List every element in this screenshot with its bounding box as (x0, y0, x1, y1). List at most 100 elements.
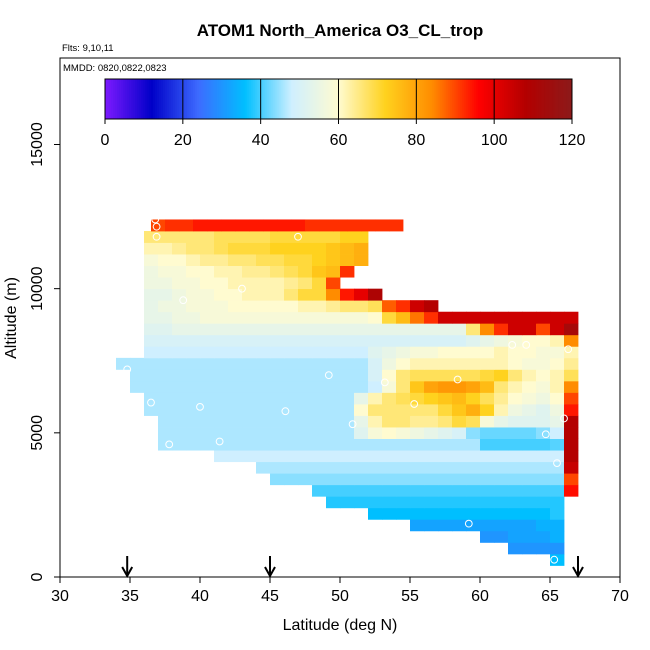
heatmap-cell (172, 323, 187, 336)
heatmap-cell (270, 300, 285, 313)
heatmap-cell (172, 242, 187, 255)
heatmap-cell (214, 392, 229, 405)
heatmap-cell (151, 219, 166, 232)
colorbar-segment (294, 79, 298, 119)
heatmap-cell (410, 357, 425, 370)
flight-point (522, 340, 531, 349)
heatmap-cell (186, 438, 201, 451)
heatmap-cell (284, 380, 299, 393)
colorbar-segment (408, 79, 411, 119)
heatmap-cell (326, 427, 341, 439)
colorbar-segment (328, 79, 332, 119)
colorbar-segment (530, 79, 533, 119)
heatmap-cell (508, 392, 523, 405)
heatmap-cell (144, 346, 159, 359)
heatmap-cell (396, 334, 411, 347)
colorbar-segment (522, 79, 525, 119)
heatmap-cell (256, 369, 271, 382)
colorbar-segment (242, 79, 246, 119)
colorbar-segment (274, 79, 278, 119)
heatmap-cell (452, 473, 467, 486)
heatmap-cell (522, 380, 537, 393)
heatmap-cell (354, 346, 369, 359)
y-tick-label: 5000 (29, 415, 46, 451)
colorbar-segment (234, 79, 238, 119)
heatmap-cell (466, 461, 481, 474)
colorbar-gradient (105, 79, 573, 119)
heatmap-cell (466, 369, 481, 382)
heatmap-cell (158, 438, 173, 451)
heatmap-cell (438, 357, 453, 370)
colorbar-segment (490, 79, 493, 119)
heatmap-cell (396, 484, 411, 497)
colorbar-segment (486, 79, 489, 119)
heatmap-cell (242, 334, 257, 347)
heatmap-cell (158, 323, 173, 336)
heatmap-cell (270, 265, 285, 278)
heatmap-cell (466, 507, 481, 520)
heatmap-cell (354, 473, 369, 486)
colorbar-segment (472, 79, 475, 119)
colorbar-segment (476, 79, 479, 119)
colorbar-segment (180, 79, 184, 119)
colorbar-segment (410, 79, 413, 119)
heatmap-cell (144, 231, 159, 243)
heatmap-cell (116, 357, 131, 370)
heatmap-cell (536, 542, 551, 555)
x-axis: 30 35 40 45 50 55 60 65 70 (51, 577, 629, 605)
colorbar-segment (406, 79, 409, 119)
heatmap-cell (368, 438, 383, 451)
heatmap-cell (326, 288, 341, 301)
heatmap-cell (396, 415, 411, 428)
down-arrow-icon (572, 556, 584, 579)
colorbar-segment (264, 79, 268, 119)
heatmap-cell (312, 415, 327, 428)
heatmap-cell (354, 392, 369, 405)
colorbar-segment (560, 79, 563, 119)
heatmap-cell (480, 323, 495, 336)
heatmap-cell (452, 311, 467, 324)
heatmap-cell (144, 369, 159, 382)
heatmap-cell (207, 219, 222, 232)
heatmap-cell (186, 323, 201, 336)
heatmap-cell (228, 369, 243, 382)
heatmap-cell (340, 427, 355, 439)
colorbar-segment (448, 79, 451, 119)
colorbar-segment (354, 79, 357, 119)
heatmap-cell (368, 507, 383, 520)
heatmap-cell (452, 519, 467, 532)
heatmap-cell (452, 461, 467, 474)
heatmap-cell (382, 507, 397, 520)
heatmap-cell (270, 357, 285, 370)
heatmap-cell (256, 265, 271, 278)
heatmap-cell (480, 473, 495, 486)
heatmap-cell (172, 254, 187, 266)
colorbar-segment (280, 79, 284, 119)
heatmap-cell (340, 415, 355, 428)
heatmap-cell (536, 519, 551, 532)
heatmap-cell (256, 346, 271, 359)
x-tick-label: 60 (471, 588, 489, 605)
heatmap-cell (186, 404, 201, 416)
heatmap-cell (298, 369, 313, 382)
heatmap-cell (144, 404, 159, 416)
flight-point (238, 284, 246, 293)
flight-point (179, 296, 188, 305)
heatmap-cell (396, 380, 411, 393)
x-axis-title: Latitude (deg N) (283, 617, 398, 634)
heatmap-cell (172, 346, 187, 359)
heatmap-cell (536, 461, 551, 474)
colorbar-segment (550, 79, 553, 119)
heatmap-cell (270, 254, 285, 266)
heatmap-cell (256, 323, 271, 336)
colorbar-segment (438, 79, 441, 119)
heatmap-cell (270, 380, 285, 393)
heatmap-cell (340, 369, 355, 382)
heatmap-cell (550, 438, 565, 451)
colorbar-tick-label: 60 (330, 132, 348, 149)
heatmap-cell (368, 323, 383, 336)
colorbar-segment (284, 79, 288, 119)
heatmap-cell (536, 450, 551, 463)
heatmap-cell (270, 288, 285, 301)
colorbar-segment (332, 79, 336, 119)
